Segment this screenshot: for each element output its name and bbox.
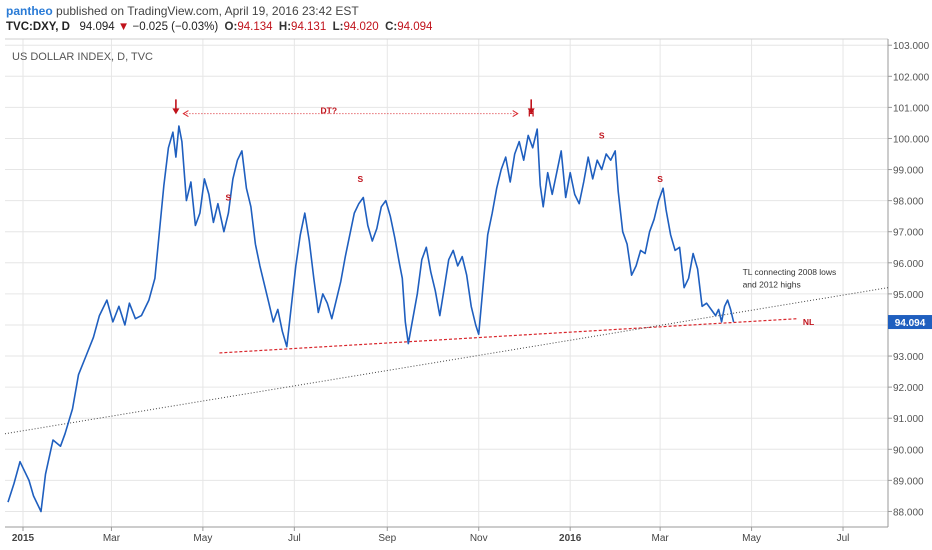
y-tick-label: 98.000 xyxy=(893,197,924,208)
x-tick-label: 2016 xyxy=(559,533,582,544)
annotation-label: NL xyxy=(803,317,814,327)
drawn-lines xyxy=(4,110,889,435)
chart-header: pantheo published on TradingView.com, Ap… xyxy=(0,0,932,38)
y-tick-label: 96.000 xyxy=(893,259,924,270)
price-change: −0.025 (−0.03%) xyxy=(132,21,219,33)
price-line xyxy=(7,125,735,513)
annotation-label: TL connecting 2008 lows xyxy=(743,267,837,277)
close-value: 94.094 xyxy=(397,21,433,33)
low-value: 94.020 xyxy=(343,21,379,33)
published-text: published on TradingView.com, April 19, … xyxy=(56,4,359,18)
y-tick-label: 97.000 xyxy=(893,228,924,239)
last-price-tag xyxy=(888,315,932,330)
x-tick-label: Mar xyxy=(652,533,670,544)
vertical-grid xyxy=(22,39,844,527)
range-arrowhead-left xyxy=(182,110,189,118)
y-tick-label: 93.000 xyxy=(893,352,924,363)
down-arrowhead-icon xyxy=(527,108,535,115)
x-tick-label: May xyxy=(742,533,761,544)
x-tick-label: Mar xyxy=(103,533,121,544)
annotation-label: S xyxy=(599,130,605,140)
chart-title: US DOLLAR INDEX, D, TVC xyxy=(12,51,153,63)
high-label: H: xyxy=(278,21,292,33)
annotation-label: DT? xyxy=(321,106,338,116)
open-label: O: xyxy=(224,21,238,33)
annotation-label: S xyxy=(357,174,363,184)
annotations: DT? S S H S S NL TL connecting 2008 lows and 201… xyxy=(172,99,836,327)
x-tick-label: Jul xyxy=(288,533,301,544)
last-price: 94.094 xyxy=(79,21,115,33)
trendline-line xyxy=(4,287,889,435)
x-tick-label: May xyxy=(193,533,212,544)
annotation-label: S xyxy=(657,174,663,184)
y-tick-label: 100.000 xyxy=(893,134,930,145)
low-label: L: xyxy=(332,21,344,33)
x-tick-label: Jul xyxy=(837,533,850,544)
y-tick-label: 88.000 xyxy=(893,507,924,518)
x-tick-label: Sep xyxy=(378,533,396,544)
author-link[interactable]: pantheo xyxy=(6,4,53,18)
symbol-label[interactable]: TVC:DXY, D xyxy=(6,21,70,33)
y-tick-label: 99.000 xyxy=(893,166,924,177)
close-label: C: xyxy=(385,21,398,33)
last-price-label: 94.094 xyxy=(888,315,932,330)
annotation-label: H xyxy=(528,109,534,119)
horizontal-grid xyxy=(5,44,888,512)
y-tick-label: 90.000 xyxy=(893,445,924,456)
down-arrowhead-icon xyxy=(172,108,180,115)
annotation-label: S xyxy=(226,193,232,203)
high-value: 94.131 xyxy=(291,21,327,33)
y-tick-label: 102.000 xyxy=(893,72,930,83)
annotation-label: and 2012 highs xyxy=(743,280,801,290)
ohlc-line: TVC:DXY, D 94.094 ▼ −0.025 (−0.03%) O:94… xyxy=(6,21,432,33)
y-tick-label: 89.000 xyxy=(893,476,924,487)
open-value: 94.134 xyxy=(237,21,273,33)
last-price-text: 94.094 xyxy=(895,318,926,329)
y-tick-label: 101.000 xyxy=(893,103,930,114)
x-tick-label: Nov xyxy=(470,533,488,544)
price-series xyxy=(7,125,735,513)
x-tick-label: 2015 xyxy=(12,533,35,544)
y-tick-label: 95.000 xyxy=(893,290,924,301)
publish-line: pantheo published on TradingView.com, Ap… xyxy=(6,4,359,18)
y-tick-label: 92.000 xyxy=(893,383,924,394)
y-tick-label: 91.000 xyxy=(893,414,924,425)
neckline-line xyxy=(219,318,797,354)
range-arrowhead-right xyxy=(512,110,519,118)
time-axis-ticks: 2015 Mar May Jul Sep Nov 2016 Mar May Jul xyxy=(12,527,850,544)
down-arrow-icon: ▼ xyxy=(117,21,130,33)
y-tick-label: 103.000 xyxy=(893,41,930,52)
